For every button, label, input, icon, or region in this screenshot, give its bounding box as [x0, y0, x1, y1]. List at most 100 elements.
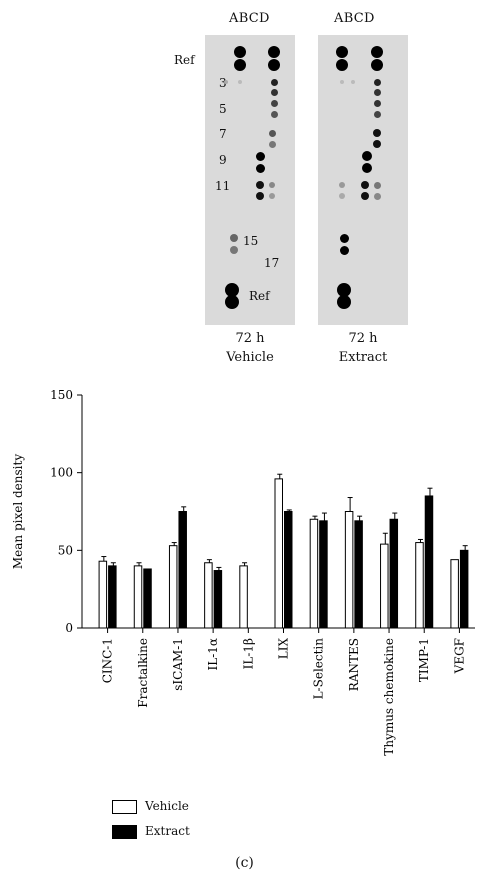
bar-vehicle [380, 543, 389, 629]
blot-spot [256, 192, 264, 200]
bar-extract [213, 570, 223, 629]
bar-extract [389, 518, 399, 629]
blot-spot [373, 88, 381, 96]
x-tick-label: Fractalkine [136, 638, 150, 708]
blot-spot [269, 193, 275, 199]
blot-spot [362, 151, 372, 161]
bar-vehicle [344, 511, 354, 629]
blot-spot [373, 78, 381, 86]
blot-spot [268, 46, 280, 58]
spot-label-ref-bottom: Ref [249, 289, 270, 303]
blot-spot [339, 182, 345, 188]
blot-spot [337, 295, 351, 309]
legend-extract-label: Extract [145, 824, 190, 838]
blot-spot [225, 295, 239, 309]
blot-extract-condition: Extract [338, 350, 388, 365]
bar-vehicle [98, 560, 108, 629]
bar-vehicle [204, 562, 213, 629]
x-tick-label: IL-1α [206, 638, 220, 671]
spot-label-ref-top: Ref [174, 53, 195, 67]
y-tick-label: 0 [65, 621, 73, 635]
x-tick-label: L-Selectin [312, 638, 326, 700]
x-tick-label: sICAM-1 [171, 638, 185, 691]
blot-spot [337, 283, 351, 297]
blot-spot [351, 80, 355, 84]
blot-spot [268, 59, 280, 71]
blot-spot [270, 88, 278, 96]
bar-chart: 0 50 100 150 Mean pixel density CINC-1 Fractal… [11, 388, 475, 756]
bar-extract [178, 511, 187, 629]
blot-spot [336, 46, 348, 58]
bar-extract [143, 568, 152, 629]
bar-vehicle [239, 565, 248, 629]
bar-vehicle [168, 545, 178, 629]
spot-label-3: 3 [219, 76, 227, 90]
blot-spot [336, 59, 348, 71]
bar-vehicle [309, 518, 319, 629]
spot-label-9: 9 [219, 153, 227, 167]
blot-spot [268, 140, 276, 148]
blot-spot [224, 80, 228, 84]
blot-spot [225, 283, 239, 297]
bar-vehicle [133, 565, 143, 629]
x-tick-label: VEGF [452, 638, 466, 674]
x-tick-label: CINC-1 [101, 638, 115, 683]
blot-spot [234, 59, 246, 71]
blot-spot [371, 46, 383, 58]
blot-spot [234, 46, 246, 58]
bar-extract [108, 565, 117, 629]
blot-spot [256, 181, 264, 189]
blot-spot [339, 245, 349, 255]
x-tick-label: Thymus chemokine [382, 638, 396, 756]
blot-vehicle-header: ABCD [229, 11, 270, 26]
blot-spot [255, 151, 265, 161]
spot-label-15: 15 [243, 234, 259, 248]
blot-vehicle-time: 72 h [235, 331, 265, 346]
x-tick-label: TIMP-1 [417, 638, 431, 682]
blot-spot [362, 163, 372, 173]
spot-label-17: 17 [264, 256, 280, 270]
blot-spot [373, 99, 381, 107]
y-tick-label: 100 [50, 466, 73, 480]
bar-vehicle [415, 542, 424, 629]
blot-spot [373, 181, 381, 189]
blot-spot [230, 246, 238, 254]
blot-spot [373, 140, 381, 148]
y-tick-label: 50 [58, 543, 73, 557]
blot-spot [361, 181, 369, 189]
blot-spot [361, 192, 369, 200]
spot-label-11: 11 [215, 179, 231, 193]
bar-vehicle [450, 559, 459, 629]
blot-spot [373, 129, 381, 137]
blot-spot [238, 80, 242, 84]
blot-extract-time: 72 h [348, 331, 378, 346]
bar-extract [354, 520, 363, 629]
bar-extract [424, 495, 434, 629]
y-tick-label: 150 [50, 388, 73, 402]
blot-spot [373, 110, 381, 118]
x-tick-label: RANTES [347, 638, 361, 691]
blot-spot [340, 80, 344, 84]
bar-vehicle [274, 478, 283, 629]
blot-vehicle [205, 35, 295, 325]
blot-spot [270, 78, 278, 86]
blot-spot [268, 129, 276, 137]
blot-spot [230, 234, 238, 242]
blot-extract [318, 35, 408, 325]
blot-spot [269, 182, 275, 188]
blot-vehicle-condition: Vehicle [226, 350, 274, 365]
legend-vehicle: Vehicle [112, 799, 189, 814]
blot-spot [270, 110, 278, 118]
bar-extract [284, 511, 293, 629]
blot-spot [339, 233, 349, 243]
blot-spot [339, 193, 345, 199]
legend-vehicle-swatch [112, 799, 137, 814]
figure-label: (c) [235, 855, 254, 871]
y-axis-label: Mean pixel density [11, 454, 25, 569]
blot-spot [373, 192, 381, 200]
blot-spot [270, 99, 278, 107]
blot-spot [255, 163, 265, 173]
legend-vehicle-label: Vehicle [145, 799, 189, 813]
legend-extract-swatch [112, 824, 137, 839]
x-tick-label: LIX [277, 638, 291, 660]
